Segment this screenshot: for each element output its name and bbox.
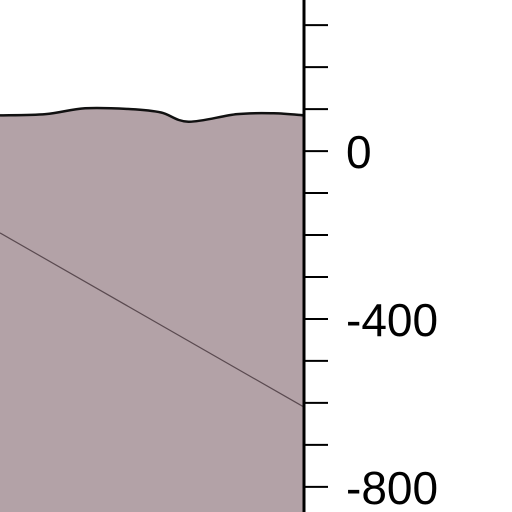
y-axis: 0 -400 -800 (302, 0, 438, 512)
surface-profile-line (0, 106, 305, 123)
filled-section-area (0, 107, 304, 512)
y-tick-label: 0 (346, 126, 372, 178)
y-tick-label: -400 (346, 294, 438, 346)
dipping-boundary-line (0, 232, 305, 408)
y-tick-label: -800 (346, 462, 438, 512)
